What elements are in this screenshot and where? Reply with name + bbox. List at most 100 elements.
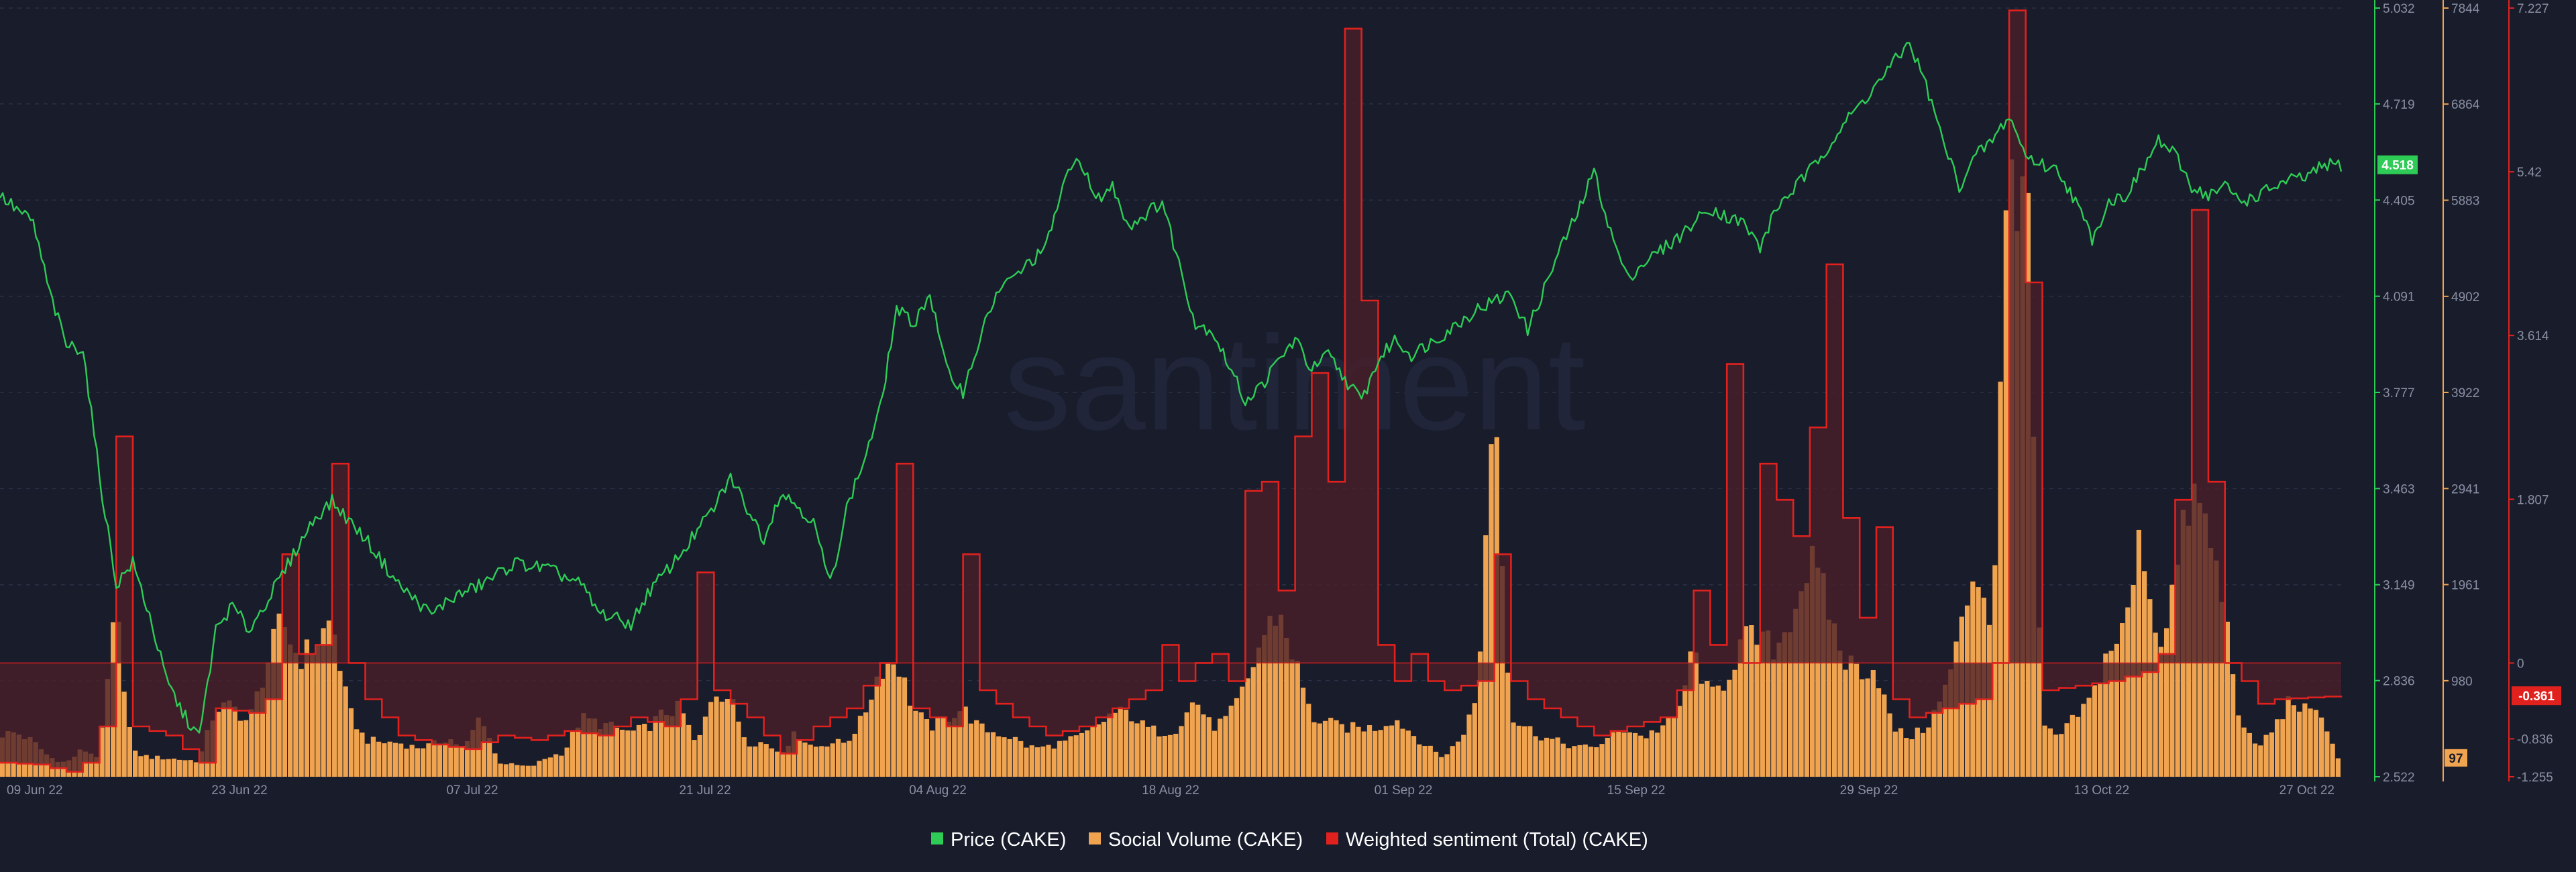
price-tick-label: 5.032 <box>2383 2 2415 16</box>
social-volume-bar <box>1389 725 1395 777</box>
social-volume-bar <box>2125 607 2131 777</box>
social-volume-bar <box>321 628 326 777</box>
legend-swatch <box>1089 832 1101 844</box>
social-volume-bar <box>520 765 525 777</box>
social-volume-bar <box>1112 712 1118 777</box>
social-volume-bar <box>598 729 603 777</box>
x-tick-label: 07 Jul 22 <box>446 783 498 798</box>
social-volume-bar <box>437 743 443 777</box>
social-volume-bar <box>824 746 830 777</box>
social-volume-bar <box>1289 659 1295 777</box>
social-volume-bar <box>1737 639 1743 777</box>
social-volume-bar <box>2224 621 2230 777</box>
social-volume-bar <box>288 644 293 777</box>
social-volume-bar <box>908 706 913 777</box>
social-volume-bar <box>182 760 188 777</box>
social-volume-bar <box>608 721 614 777</box>
social-volume-bar <box>1306 704 1311 777</box>
social-volume-bar <box>1295 661 1300 777</box>
social-volume-bar <box>2136 529 2141 777</box>
social-volume-bar <box>421 748 426 777</box>
social-current-badge <box>2445 749 2467 767</box>
social-volume-bar <box>1162 736 1167 777</box>
price-series-line <box>0 42 2343 734</box>
social-volume-bar <box>465 741 470 777</box>
social-volume-bar <box>1311 722 1317 777</box>
social-volume-bar <box>1400 728 1405 777</box>
social-tick-label: 7844 <box>2451 2 2480 16</box>
social-volume-bar <box>237 720 244 777</box>
social-volume-bar <box>149 759 155 777</box>
social-volume-bar <box>620 729 625 777</box>
social-volume-bar <box>576 727 581 777</box>
social-volume-bar <box>935 716 941 777</box>
social-volume-bar <box>852 733 857 777</box>
price-tick-label: 2.522 <box>2383 771 2415 785</box>
social-volume-bar <box>370 737 376 777</box>
social-volume-bar <box>658 709 664 777</box>
social-volume-bar <box>171 758 177 777</box>
social-volume-bar <box>1793 608 1799 777</box>
legend-label: Price (CAKE) <box>951 829 1066 851</box>
social-volume-bar <box>1322 720 1328 777</box>
social-volume-bar <box>293 653 299 777</box>
social-volume-bar <box>1693 652 1699 777</box>
social-volume-bar <box>1831 623 1837 777</box>
social-volume-bar <box>2163 628 2169 777</box>
social-volume-bar <box>398 743 404 777</box>
social-volume-bar <box>1123 710 1129 777</box>
sentiment-tick-label: 7.227 <box>2517 2 2549 16</box>
social-volume-bar <box>1621 732 1627 777</box>
sentiment-current-label: -0.361 <box>2518 690 2555 704</box>
social-volume-bar <box>1654 732 1660 777</box>
social-volume-bar <box>1865 678 1870 777</box>
social-volume-bar <box>1627 732 1632 777</box>
social-volume-bar <box>669 716 675 777</box>
social-volume-bar <box>260 688 266 777</box>
social-volume-bar <box>913 710 918 777</box>
social-volume-bar <box>1450 746 1455 777</box>
social-volume-bar <box>266 662 271 777</box>
sentiment-tick-label: -1.255 <box>2517 771 2553 785</box>
social-volume-bar <box>1101 722 1107 777</box>
social-volume-bar <box>731 699 736 777</box>
social-volume-bar <box>2335 758 2341 777</box>
social-volume-bar <box>1328 718 1334 777</box>
social-volume-bar <box>199 751 205 777</box>
x-tick-label: 29 Sep 22 <box>1840 783 1898 798</box>
social-volume-bar <box>1926 727 1931 777</box>
x-tick-label: 01 Sep 22 <box>1375 783 1433 798</box>
social-volume-bar <box>2274 719 2280 777</box>
social-volume-bar <box>1472 703 1477 777</box>
social-volume-bar <box>2042 725 2047 777</box>
social-volume-bar <box>1444 754 1450 777</box>
social-volume-bar <box>1433 751 1439 777</box>
sentiment-tick-label: 1.807 <box>2517 493 2549 507</box>
social-volume-bar <box>1046 745 1051 777</box>
social-tick-label: 6864 <box>2451 98 2480 112</box>
social-volume-bar <box>459 746 465 777</box>
social-volume-bar <box>2319 717 2324 777</box>
social-volume-bar <box>232 706 237 777</box>
sentiment-current-badge <box>2512 686 2561 706</box>
social-volume-bar <box>758 742 763 777</box>
social-volume-bar <box>127 726 133 777</box>
social-volume-bar <box>952 718 957 777</box>
social-volume-bar <box>1477 651 1483 777</box>
social-volume-bar <box>957 711 963 777</box>
social-volume-bar <box>89 753 94 777</box>
social-volume-bar <box>1483 535 1489 777</box>
social-volume-bar <box>1145 726 1151 777</box>
social-volume-bar <box>570 731 576 777</box>
social-volume-bar <box>1566 748 1572 777</box>
social-volume-bar <box>83 751 89 777</box>
social-volume-bar <box>1887 713 1892 777</box>
social-volume-bar <box>2108 651 2114 777</box>
social-tick-label: 980 <box>2451 675 2473 689</box>
social-volume-bar <box>1660 725 1666 777</box>
social-volume-bar <box>1599 744 1605 777</box>
social-volume-bar <box>1455 741 1461 777</box>
social-volume-bar <box>249 709 254 777</box>
social-volume-bar <box>431 740 437 777</box>
social-volume-bar <box>1201 714 1206 777</box>
